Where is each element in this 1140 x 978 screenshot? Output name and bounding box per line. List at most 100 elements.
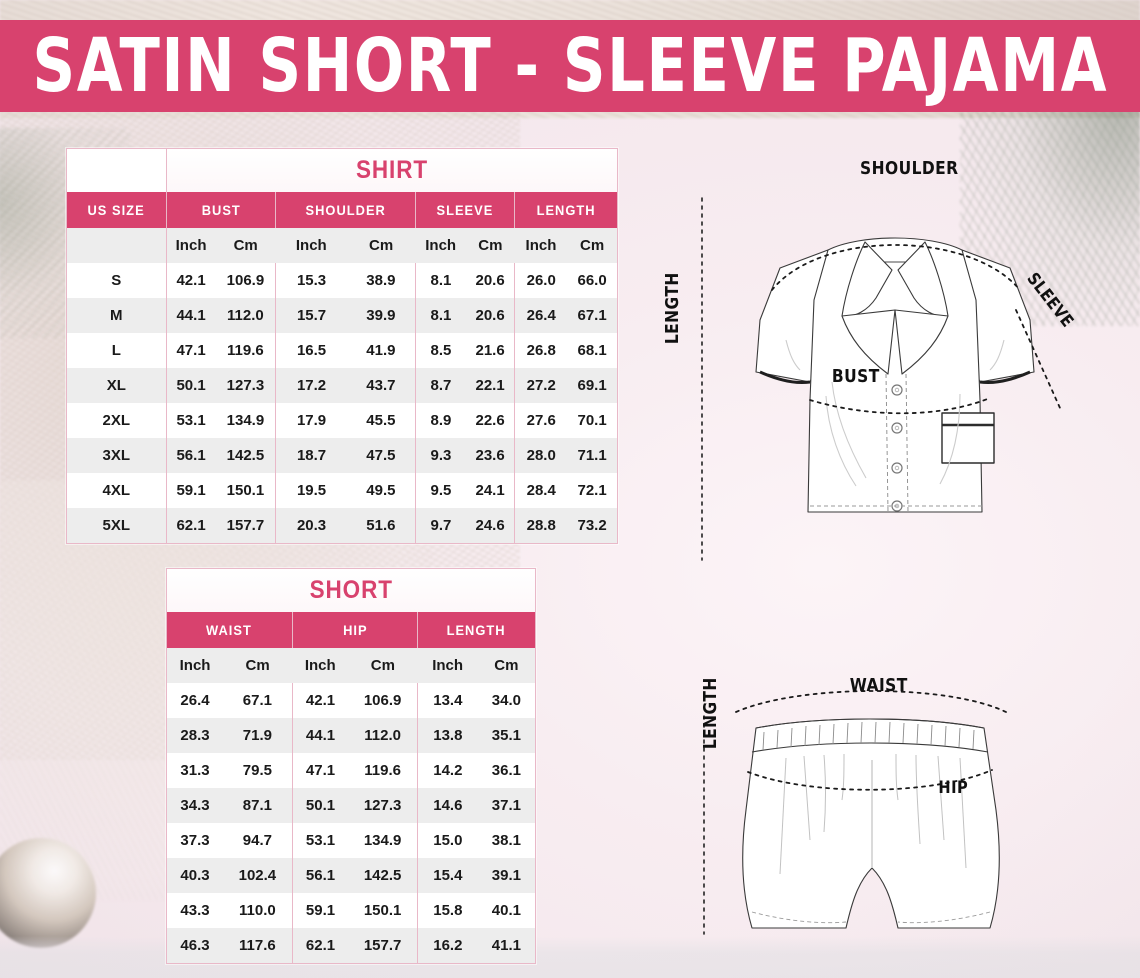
shirt-cell: 16.5 — [275, 333, 347, 368]
shirt-cell: 112.0 — [215, 298, 277, 333]
short-cell: 134.9 — [348, 823, 418, 858]
shirt-table-row: 2XL 53.1 134.9 17.9 45.5 8.9 22.6 27.6 70.1 — [67, 403, 617, 438]
short-unit-length-inch: Inch — [432, 657, 464, 674]
shirt-cell: 8.1 — [415, 263, 466, 298]
shirt-fabric-folds — [785, 339, 1005, 487]
short-header-length: LENGTH — [417, 612, 535, 648]
shirt-cell: 72.1 — [567, 473, 617, 508]
hip-label-text: HIP — [938, 778, 969, 798]
shirt-header-length-text: LENGTH — [536, 202, 596, 218]
short-cell: 15.0 — [417, 823, 478, 858]
short-cell: 31.3 — [167, 753, 224, 788]
short-cell: 117.6 — [223, 928, 293, 963]
shirt-cell: 127.3 — [215, 368, 277, 403]
short-cell: 56.1 — [292, 858, 349, 893]
shirt-row-size: 5XL — [67, 508, 167, 543]
shirt-cell: 9.7 — [415, 508, 466, 543]
shirt-length-label: LENGTH — [662, 266, 683, 350]
shirt-illustration-svg — [701, 197, 1061, 561]
shorts-length-label: LENGTH — [700, 671, 721, 755]
shirt-cell: 62.1 — [166, 508, 216, 543]
shirt-cell: 70.1 — [567, 403, 617, 438]
shirt-cell: 17.2 — [275, 368, 347, 403]
shirt-button — [891, 422, 903, 434]
shirt-cell: 22.1 — [465, 368, 516, 403]
shirt-cell: 18.7 — [275, 438, 347, 473]
short-table-row: 26.4 67.1 42.1 106.9 13.4 34.0 — [167, 683, 535, 718]
shirt-table-title: SHIRT — [166, 149, 617, 192]
shorts-length-label-text: LENGTH — [700, 677, 721, 750]
short-cell: 15.4 — [417, 858, 478, 893]
short-cell: 38.1 — [477, 823, 535, 858]
shoulder-label: SHOULDER — [852, 158, 967, 179]
shirt-cell: 15.7 — [275, 298, 347, 333]
shorts-body — [742, 718, 1000, 929]
shorts-illustration-svg — [703, 690, 1007, 935]
short-cell: 112.0 — [348, 718, 418, 753]
short-table-grid: SHORT WAIST HIP LENGTH Inch Cm Inch Cm I… — [167, 569, 535, 963]
short-cell: 42.1 — [292, 683, 349, 718]
ornament-bauble-decoration — [0, 838, 96, 948]
shirt-unit-header-row: Inch Cm Inch Cm Inch Cm Inch Cm — [67, 228, 617, 263]
shorts-waistband-ribbing — [762, 721, 975, 751]
short-cell: 43.3 — [167, 893, 224, 928]
shirt-cell: 26.0 — [514, 263, 568, 298]
short-table-row: 28.3 71.9 44.1 112.0 13.8 35.1 — [167, 718, 535, 753]
shirt-title-row: SHIRT — [67, 149, 617, 192]
title-banner: SATIN SHORT - SLEEVE PAJAMA — [0, 20, 1140, 112]
shirt-cell: 51.6 — [346, 508, 416, 543]
shirt-cell: 47.5 — [346, 438, 416, 473]
shirt-us-size-header: US SIZE — [67, 192, 167, 228]
shirt-cell: 39.9 — [346, 298, 416, 333]
shirt-cell: 41.9 — [346, 333, 416, 368]
short-unit-waist-cm: Cm — [245, 657, 270, 674]
short-unit-length-cm: Cm — [494, 657, 519, 674]
shirt-bust-guide — [809, 397, 991, 415]
shirt-cell: 26.8 — [514, 333, 568, 368]
shirt-us-size-header-text: US SIZE — [87, 202, 145, 218]
shirt-cell: 150.1 — [215, 473, 277, 508]
short-cell: 44.1 — [292, 718, 349, 753]
short-unit-waist-inch: Inch — [179, 657, 211, 674]
short-cell: 34.0 — [477, 683, 535, 718]
shirt-cell: 8.9 — [415, 403, 466, 438]
short-group-header-row: WAIST HIP LENGTH — [167, 612, 535, 648]
shirt-cell: 53.1 — [166, 403, 216, 438]
short-cell: 106.9 — [348, 683, 418, 718]
short-table-row: 46.3 117.6 62.1 157.7 16.2 41.1 — [167, 928, 535, 963]
shirt-unit-length-cm: Cm — [580, 237, 605, 254]
short-table-row: 37.3 94.7 53.1 134.9 15.0 38.1 — [167, 823, 535, 858]
shirt-cell: 8.7 — [415, 368, 466, 403]
shirt-table-head: SHIRT US SIZE BUST SHOULDER SLEEVE LENGT… — [67, 149, 617, 263]
short-cell: 127.3 — [348, 788, 418, 823]
shirt-cell: 142.5 — [215, 438, 277, 473]
shirt-header-length: LENGTH — [515, 192, 617, 228]
shirt-cell: 157.7 — [215, 508, 277, 543]
shirt-cell: 8.1 — [415, 298, 466, 333]
shirt-unit-bust-cm: Cm — [233, 237, 258, 254]
short-cell: 142.5 — [348, 858, 418, 893]
short-cell: 15.8 — [417, 893, 478, 928]
shirt-header-shoulder-text: SHOULDER — [305, 202, 386, 218]
short-table-row: 43.3 110.0 59.1 150.1 15.8 40.1 — [167, 893, 535, 928]
shirt-cell: 69.1 — [567, 368, 617, 403]
shirt-cell: 49.5 — [346, 473, 416, 508]
short-cell: 36.1 — [477, 753, 535, 788]
short-cell: 119.6 — [348, 753, 418, 788]
short-table-row: 31.3 79.5 47.1 119.6 14.2 36.1 — [167, 753, 535, 788]
shorts-waistband-bottom — [751, 742, 989, 753]
shirt-cell: 66.0 — [567, 263, 617, 298]
short-cell: 16.2 — [417, 928, 478, 963]
short-cell: 62.1 — [292, 928, 349, 963]
shirt-cell: 59.1 — [166, 473, 216, 508]
short-unit-hip-cm: Cm — [370, 657, 395, 674]
short-cell: 46.3 — [167, 928, 224, 963]
shirt-header-shoulder: SHOULDER — [275, 192, 416, 228]
shirt-row-size: L — [67, 333, 167, 368]
shirt-cell: 56.1 — [166, 438, 216, 473]
short-unit-hip-inch: Inch — [304, 657, 336, 674]
shirt-button — [891, 384, 903, 396]
short-size-table: SHORT WAIST HIP LENGTH Inch Cm Inch Cm I… — [166, 568, 536, 964]
bust-label: BUST — [828, 366, 884, 387]
shirt-table-grid: SHIRT US SIZE BUST SHOULDER SLEEVE LENGT… — [67, 149, 617, 543]
